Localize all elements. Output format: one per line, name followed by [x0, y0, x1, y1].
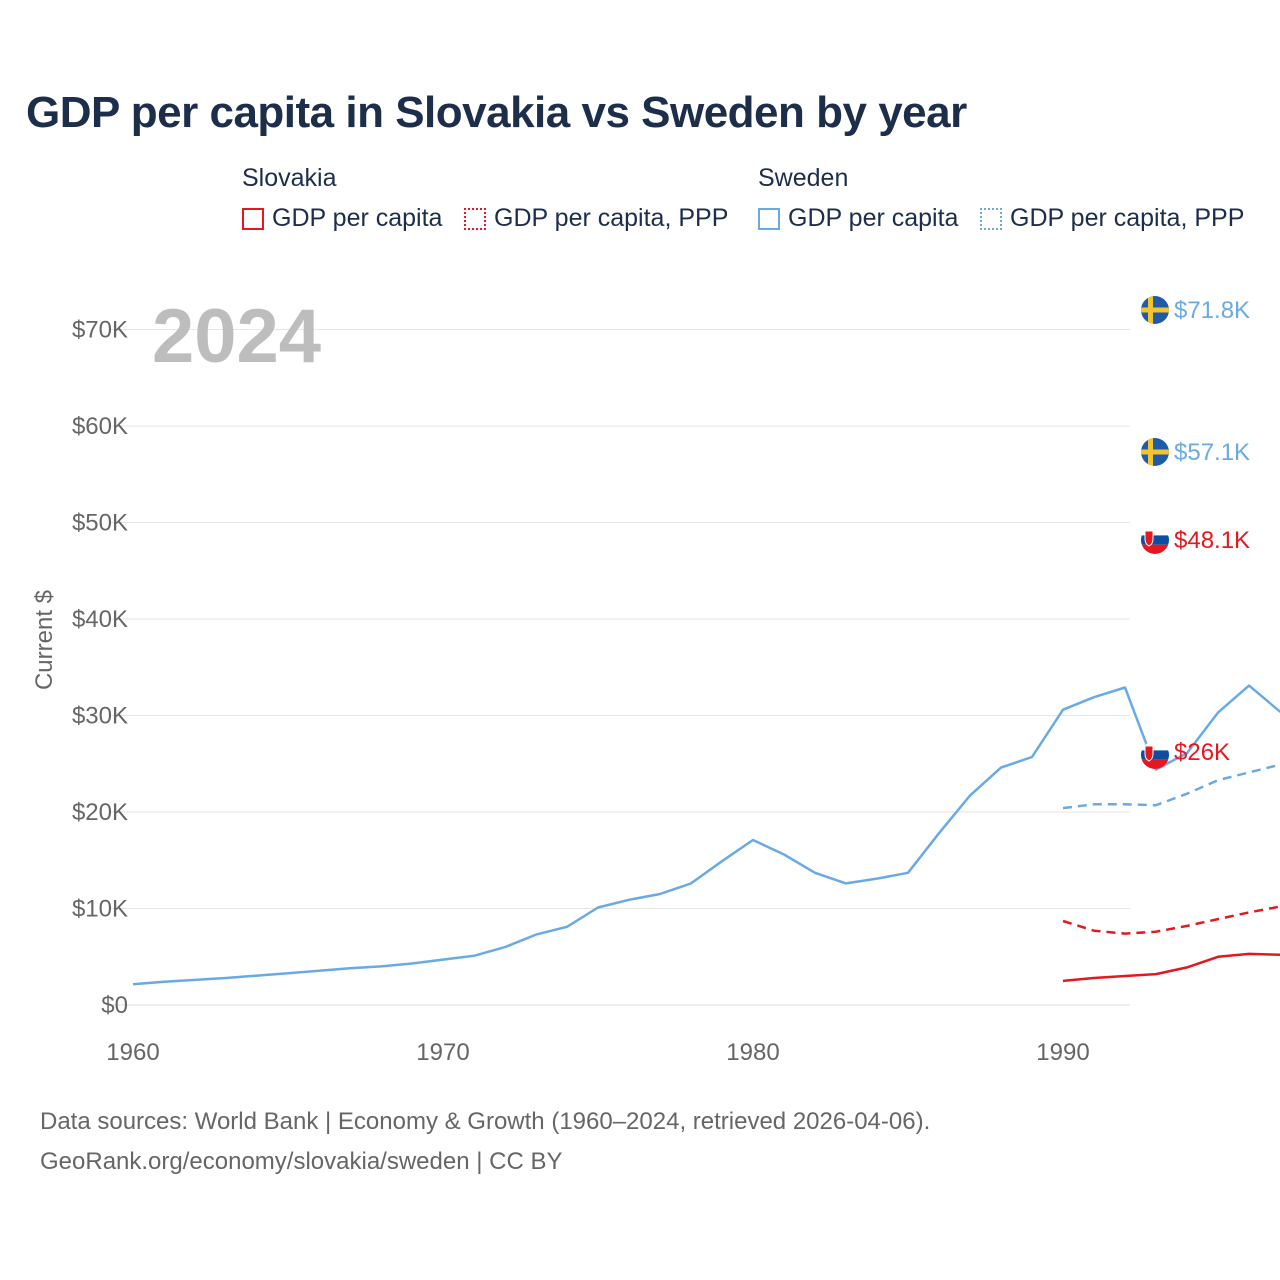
y-tick-label: $40K	[72, 606, 128, 633]
series-line-sweden-gdp-per-capita-ppp	[1062, 763, 1280, 810]
y-tick-label: $30K	[72, 703, 128, 730]
x-tick-label: 1990	[1036, 1039, 1089, 1066]
footer-attribution[interactable]: GeoRank.org/economy/slovakia/sweden | CC…	[40, 1148, 563, 1175]
year-label: 2024	[152, 294, 321, 379]
legend-group-slovakia: Slovakia	[242, 164, 337, 192]
legend-label: GDP per capita, PPP	[494, 204, 729, 232]
legend-label: GDP per capita	[788, 204, 959, 232]
legend-item-slovakia-gdp-ppp[interactable]: GDP per capita, PPP	[464, 204, 728, 233]
legend-swatch-solid-blue	[758, 207, 780, 230]
y-axis-title: Current $	[31, 590, 58, 690]
line-chart: $0 $10K $20K $30K $40K $50K $60K $70K 1960 1970 19…	[31, 294, 1280, 1066]
end-label-sweden-ppp: $71.8K	[1174, 297, 1250, 324]
legend-group-sweden: Sweden	[758, 164, 849, 192]
x-tick-label: 1970	[416, 1039, 469, 1066]
legend-swatch-dotted-blue	[980, 207, 1002, 230]
footer-sources: Data sources: World Bank | Economy & Gro…	[40, 1108, 931, 1135]
slovakia-flag-icon	[1141, 741, 1169, 769]
y-tick-label: $70K	[72, 317, 128, 344]
chart-title: GDP per capita in Slovakia vs Sweden by …	[26, 88, 967, 137]
y-tick-label: $20K	[72, 799, 128, 826]
legend-swatch-dotted-red	[464, 207, 486, 230]
legend-label: GDP per capita	[272, 204, 443, 232]
legend-item-sweden-gdp[interactable]: GDP per capita	[758, 204, 958, 233]
y-tick-label: $50K	[72, 510, 128, 537]
legend-swatch-solid-red	[242, 207, 264, 230]
series-line-slovakia-gdp-per-capita	[1062, 952, 1280, 983]
slovakia-flag-icon	[1141, 526, 1169, 554]
legend-label: GDP per capita, PPP	[1010, 204, 1245, 232]
x-tick-label: 1980	[726, 1039, 779, 1066]
end-label-slovakia-gdp: $26K	[1174, 739, 1230, 766]
legend-item-sweden-gdp-ppp[interactable]: GDP per capita, PPP	[980, 204, 1244, 233]
end-label-sweden-gdp: $57.1K	[1174, 439, 1250, 466]
end-label-slovakia-ppp: $48.1K	[1174, 527, 1250, 554]
series-line-sweden-gdp-per-capita	[132, 684, 1280, 986]
sweden-flag-icon	[1141, 296, 1169, 324]
sweden-flag-icon	[1141, 438, 1169, 466]
legend-item-slovakia-gdp[interactable]: GDP per capita	[242, 204, 442, 233]
x-tick-label: 1960	[106, 1039, 159, 1066]
series-line-slovakia-gdp-per-capita-ppp	[1062, 905, 1280, 935]
y-tick-label: $10K	[72, 896, 128, 923]
y-tick-label: $60K	[72, 413, 128, 440]
y-tick-label: $0	[101, 992, 128, 1019]
